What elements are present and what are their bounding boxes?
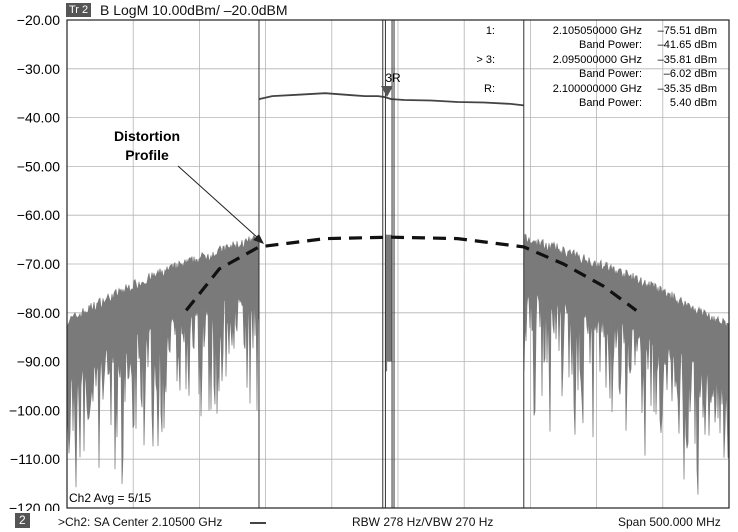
notch-trace [385,234,393,362]
band-power-value: 5.40 dBm [670,97,717,109]
y-tick-label: −90.00 [17,354,60,370]
annotation-line-2: Profile [125,147,169,163]
status-footer: 2 >Ch2: SA Center 2.10500 GHz RBW 278 Hz… [0,511,738,532]
marker-id: R: [484,83,495,95]
annotation-line-1: Distortion [114,128,180,144]
distortion-annotation: Distortion Profile [114,128,264,244]
trace-header: Tr 2 B LogM 10.00dBm/ –20.0dBM [0,0,738,20]
band-power-value: –6.02 dBm [664,68,717,80]
marker-3r[interactable]: 3R [381,71,401,97]
marker-triangle [381,86,393,97]
y-tick-label: −100.00 [9,402,60,418]
y-tick-label: −60.00 [17,207,60,223]
y-tick-label: −30.00 [17,61,60,77]
band-power-label: Band Power: [579,97,642,109]
channel-lines [258,20,525,508]
average-status: Ch2 Avg = 5/15 [69,491,152,505]
y-tick-label: −20.00 [17,12,60,28]
marker-value: –35.81 dBm [658,54,717,66]
trace-description: B LogM 10.00dBm/ –20.0dBM [100,2,288,18]
annotation-arrow-head [253,234,264,244]
trace-badge[interactable]: Tr 2 [66,3,92,17]
y-tick-label: −80.00 [17,305,60,321]
marker-tag: 3R [385,71,401,85]
band-power-label: Band Power: [579,39,642,51]
upper-distortion-trace [523,233,730,495]
y-tick-label: −50.00 [17,158,60,174]
marker-frequency: 2.095000000 GHz [553,54,642,66]
marker-frequency: 2.105050000 GHz [553,25,642,37]
marker-id: 1: [486,25,495,37]
y-tick-label: −40.00 [17,110,60,126]
bandwidth-settings: RBW 278 Hz/VBW 270 Hz [352,515,494,529]
y-tick-label: −120.00 [9,500,60,511]
marker-value: –75.51 dBm [658,25,717,37]
band-power-label: Band Power: [579,68,642,80]
distortion-profile-curve [184,235,638,312]
marker-value: –35.35 dBm [658,83,717,95]
in-band-trace [258,92,524,107]
y-tick-label: −70.00 [17,256,60,272]
plot-frame [66,19,730,509]
marker-id: > 3: [476,54,495,66]
y-axis-ticks: −20.00 −30.00 −40.00 −50.00 −60.00 −70.00 −80.… [9,12,60,511]
spectrum-chart: −20.00 −30.00 −40.00 −50.00 −60.00 −70.00 −80.… [9,12,730,511]
annotation-arrow-shaft [177,165,259,239]
trace-swatch [250,522,266,524]
center-frequency: >Ch2: SA Center 2.10500 GHz [58,515,223,529]
channel-badge[interactable]: 2 [15,513,30,528]
band-power-value: –41.65 dBm [658,39,717,51]
frequency-span: Span 500.000 MHz [618,515,721,529]
marker-frequency: 2.100000000 GHz [553,83,642,95]
y-tick-label: −110.00 [10,451,60,467]
marker-readout: 1: 2.105050000 GHz –75.51 dBm Band Power: –4… [476,25,717,109]
